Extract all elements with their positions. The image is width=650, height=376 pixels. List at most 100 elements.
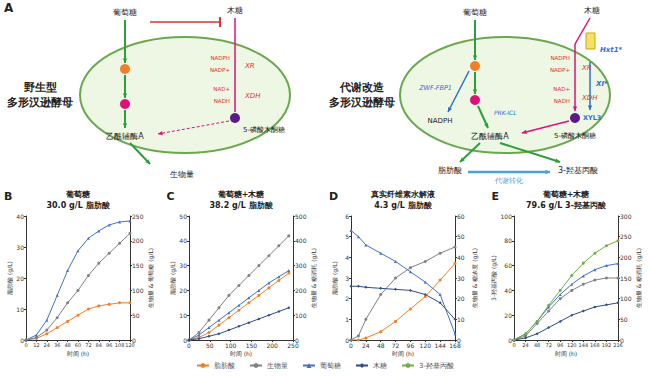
svg-text:葡萄糖: 葡萄糖	[65, 190, 90, 199]
svg-text:4: 4	[345, 254, 349, 261]
svg-text:200: 200	[295, 287, 307, 294]
svg-text:5: 5	[345, 233, 349, 240]
svg-text:50: 50	[457, 233, 465, 240]
svg-text:12: 12	[33, 342, 39, 348]
svg-text:40: 40	[457, 254, 465, 261]
svg-text:生物量 & 糖浓度 (g/L): 生物量 & 糖浓度 (g/L)	[471, 248, 479, 308]
svg-text:96: 96	[106, 342, 112, 348]
svg-text:XR: XR	[244, 62, 255, 70]
svg-text:40: 40	[179, 237, 187, 244]
svg-text:300: 300	[295, 262, 307, 269]
svg-text:脂肪酸: 脂肪酸	[438, 166, 462, 175]
svg-text:120: 120	[125, 342, 135, 348]
svg-text:A: A	[4, 1, 14, 15]
svg-text:10: 10	[16, 306, 24, 313]
svg-text:48: 48	[534, 342, 540, 348]
svg-text:80: 80	[504, 237, 512, 244]
svg-text:5-磷酸木酮糖: 5-磷酸木酮糖	[243, 126, 285, 134]
svg-text:NADPH: NADPH	[550, 55, 570, 61]
svg-text:48: 48	[377, 342, 385, 349]
svg-text:250: 250	[620, 233, 632, 240]
svg-text:代谢改造: 代谢改造	[339, 81, 385, 94]
svg-text:72: 72	[85, 342, 91, 348]
svg-text:NADP+: NADP+	[550, 67, 570, 73]
svg-text:96: 96	[407, 342, 415, 349]
svg-text:100: 100	[225, 342, 237, 349]
svg-text:30: 30	[16, 244, 24, 251]
svg-text:XDH: XDH	[244, 92, 261, 100]
svg-text:108: 108	[115, 342, 125, 348]
svg-text:250: 250	[287, 342, 299, 349]
svg-text:D: D	[329, 190, 338, 203]
svg-text:24: 24	[44, 342, 50, 348]
svg-text:40: 40	[504, 287, 512, 294]
svg-text:60: 60	[75, 342, 81, 348]
svg-text:20: 20	[504, 312, 512, 319]
svg-text:50: 50	[132, 312, 140, 319]
svg-text:100: 100	[620, 295, 632, 302]
svg-text:144: 144	[579, 342, 589, 348]
svg-text:50: 50	[206, 342, 214, 349]
svg-text:168: 168	[590, 342, 600, 348]
svg-text:216: 216	[613, 342, 623, 348]
svg-text:48: 48	[64, 342, 70, 348]
svg-text:生物量 & 糖消耗 (g/L): 生物量 & 糖消耗 (g/L)	[310, 248, 318, 308]
svg-text:NADP+: NADP+	[210, 67, 230, 73]
svg-text:多形汉逊酵母: 多形汉逊酵母	[7, 96, 73, 109]
svg-text:乙酰辅酶A: 乙酰辅酶A	[106, 132, 144, 141]
svg-text:葡萄糖: 葡萄糖	[320, 362, 341, 370]
svg-text:200: 200	[620, 254, 632, 261]
svg-text:多形汉逊酵母: 多形汉逊酵母	[329, 96, 395, 109]
svg-text:3-羟基丙酸 (g/L): 3-羟基丙酸 (g/L)	[490, 255, 498, 301]
svg-text:40: 40	[16, 213, 24, 220]
svg-text:葡萄糖+木糖: 葡萄糖+木糖	[217, 190, 265, 199]
svg-text:生物量 & 糖消耗 (g/L): 生物量 & 糖消耗 (g/L)	[635, 248, 643, 308]
svg-text:0: 0	[24, 342, 27, 348]
svg-text:XDH: XDH	[581, 94, 598, 102]
svg-text:20: 20	[179, 287, 187, 294]
svg-text:脂肪酸 (g/L): 脂肪酸 (g/L)	[6, 261, 14, 295]
svg-text:24: 24	[522, 342, 528, 348]
svg-text:4.3 g/L 脂肪酸: 4.3 g/L 脂肪酸	[374, 201, 432, 210]
svg-text:脂肪酸: 脂肪酸	[214, 362, 235, 370]
svg-text:192: 192	[602, 342, 612, 348]
svg-text:5-磷酸木酮糖: 5-磷酸木酮糖	[554, 132, 596, 140]
svg-text:10: 10	[457, 316, 465, 323]
svg-text:144: 144	[434, 342, 446, 349]
svg-text:200: 200	[132, 237, 144, 244]
svg-text:0: 0	[512, 342, 515, 348]
svg-text:50: 50	[179, 213, 187, 220]
svg-text:时间 (h): 时间 (h)	[230, 350, 252, 357]
svg-text:Hxt1*: Hxt1*	[600, 46, 623, 54]
svg-text:时间 (h): 时间 (h)	[67, 350, 89, 357]
svg-text:20: 20	[457, 295, 465, 302]
svg-text:代谢转化: 代谢转化	[494, 177, 523, 185]
svg-text:0: 0	[187, 342, 191, 349]
svg-text:木糖: 木糖	[373, 362, 387, 370]
svg-text:PRK-ICL: PRK-ICL	[494, 109, 517, 116]
svg-text:84: 84	[96, 342, 102, 348]
svg-text:30.0 g/L 脂肪酸: 30.0 g/L 脂肪酸	[46, 201, 110, 210]
svg-text:XYL3: XYL3	[583, 114, 601, 122]
svg-text:B: B	[4, 190, 12, 203]
svg-text:葡萄糖+木糖: 葡萄糖+木糖	[542, 190, 590, 199]
svg-text:38.2 g/L 脂肪酸: 38.2 g/L 脂肪酸	[209, 201, 273, 210]
svg-text:脂肪酸 (g/L): 脂肪酸 (g/L)	[331, 261, 339, 295]
svg-text:72: 72	[545, 342, 551, 348]
svg-text:E: E	[492, 190, 500, 203]
svg-text:NADPH: NADPH	[210, 55, 230, 61]
svg-text:野生型: 野生型	[24, 81, 57, 94]
svg-text:0: 0	[349, 342, 353, 349]
svg-text:6: 6	[345, 213, 349, 220]
svg-text:10: 10	[179, 312, 187, 319]
svg-text:96: 96	[557, 342, 563, 348]
svg-text:3: 3	[345, 275, 349, 282]
svg-text:500: 500	[295, 213, 307, 220]
svg-text:NAD+: NAD+	[213, 86, 230, 92]
svg-text:24: 24	[362, 342, 370, 349]
svg-text:120: 120	[567, 342, 577, 348]
svg-text:79.6 g/L 3-羟基丙酸: 79.6 g/L 3-羟基丙酸	[526, 201, 607, 210]
svg-text:300: 300	[620, 213, 632, 220]
svg-text:生物量: 生物量	[267, 362, 288, 370]
svg-text:ZWF-FBP1: ZWF-FBP1	[418, 84, 452, 92]
